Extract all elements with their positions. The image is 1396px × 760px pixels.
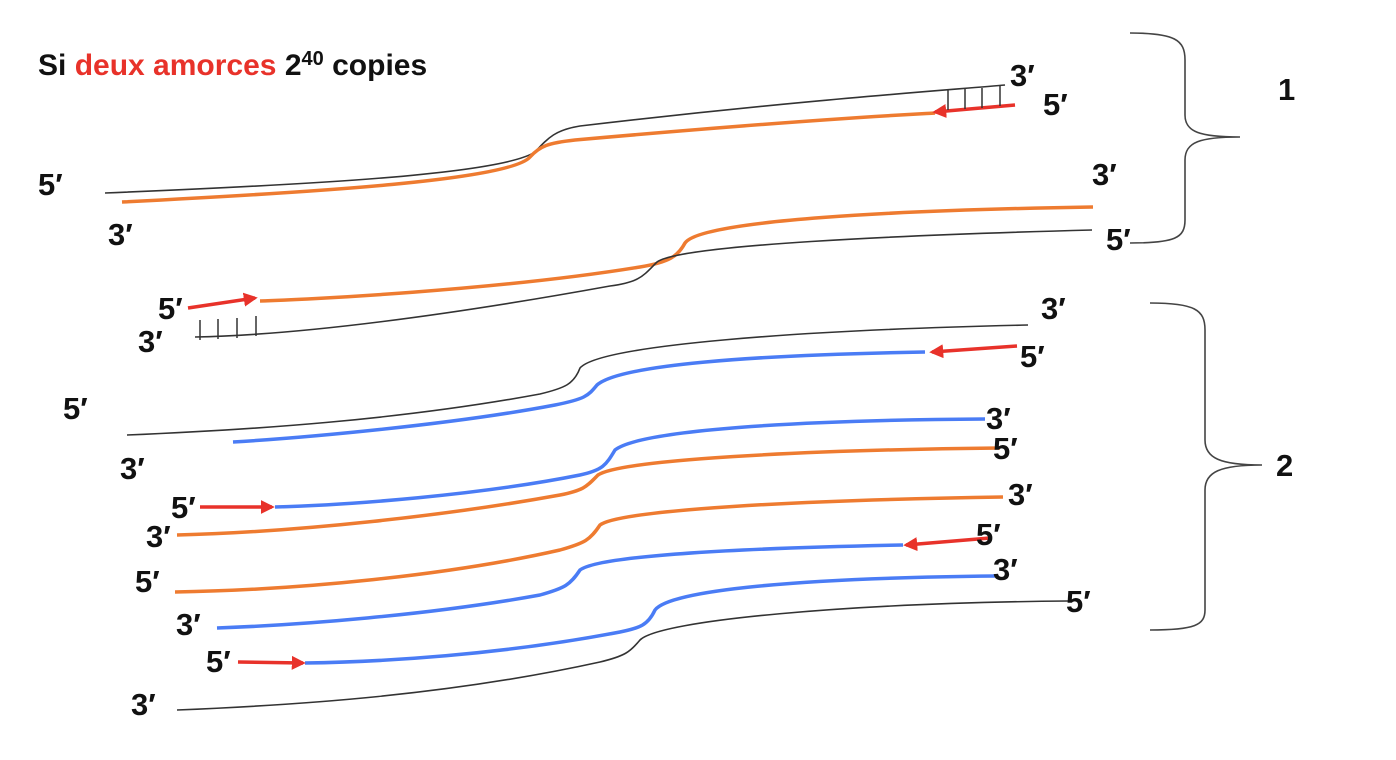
strand [232,350,926,444]
strand [216,543,904,630]
primer-arrow [932,103,1016,118]
end-label: 3′ [146,519,171,554]
end-label: 3′ [1008,477,1033,512]
end-label: 5′ [993,431,1018,466]
end-label: 3′ [138,324,163,359]
end-label: 5′ [206,644,231,679]
title-highlight: deux amorces [75,49,277,82]
title-exponent: 40 [302,48,324,70]
strand [176,600,1069,711]
end-label: 5′ [1043,87,1068,122]
end-label: 3′ [1092,157,1117,192]
strands [104,84,1094,711]
end-labels: 3′ 5′ 5′ 3′ 3′ 5′ 5′ 3′ 3′ 5′ 5′ 3′ 5′ 3… [38,58,1131,722]
primer-arrow [929,344,1018,359]
end-label: 3′ [108,217,133,252]
end-label: 3′ [993,552,1018,587]
strand [121,111,936,204]
ticks [199,316,257,340]
title-prefix: Si [38,49,66,82]
title-base: 2 [285,49,302,82]
end-label: 5′ [976,517,1001,552]
title: Si deux amorces 240 copies [38,48,427,82]
end-label: 3′ [120,451,145,486]
end-label: 3′ [1041,291,1066,326]
end-label: 5′ [1020,339,1045,374]
end-label: 3′ [176,607,201,642]
strand [174,495,1004,594]
title-suffix: copies [332,49,427,82]
end-label: 5′ [171,490,196,525]
end-label: 5′ [1106,222,1131,257]
brace [1149,302,1263,631]
end-label: 5′ [63,391,88,426]
end-label: 5′ [135,564,160,599]
primer-arrow [237,655,306,670]
group-label: 2 [1276,448,1293,483]
primer-arrow [187,292,258,310]
end-label: 5′ [158,291,183,326]
end-label: 3′ [131,687,156,722]
strand [259,205,1094,303]
strand [304,574,996,665]
brace [1129,32,1241,244]
strand [194,229,1093,338]
strand [176,446,1001,537]
strand [274,417,986,509]
end-label: 3′ [1010,58,1035,93]
ticks [947,86,1001,110]
strand [126,324,1029,436]
strand [104,84,1006,194]
end-label: 5′ [1066,584,1091,619]
group-label: 1 [1278,72,1295,107]
end-label: 5′ [38,167,63,202]
end-label: 3′ [986,401,1011,436]
primer-arrow [903,536,991,552]
